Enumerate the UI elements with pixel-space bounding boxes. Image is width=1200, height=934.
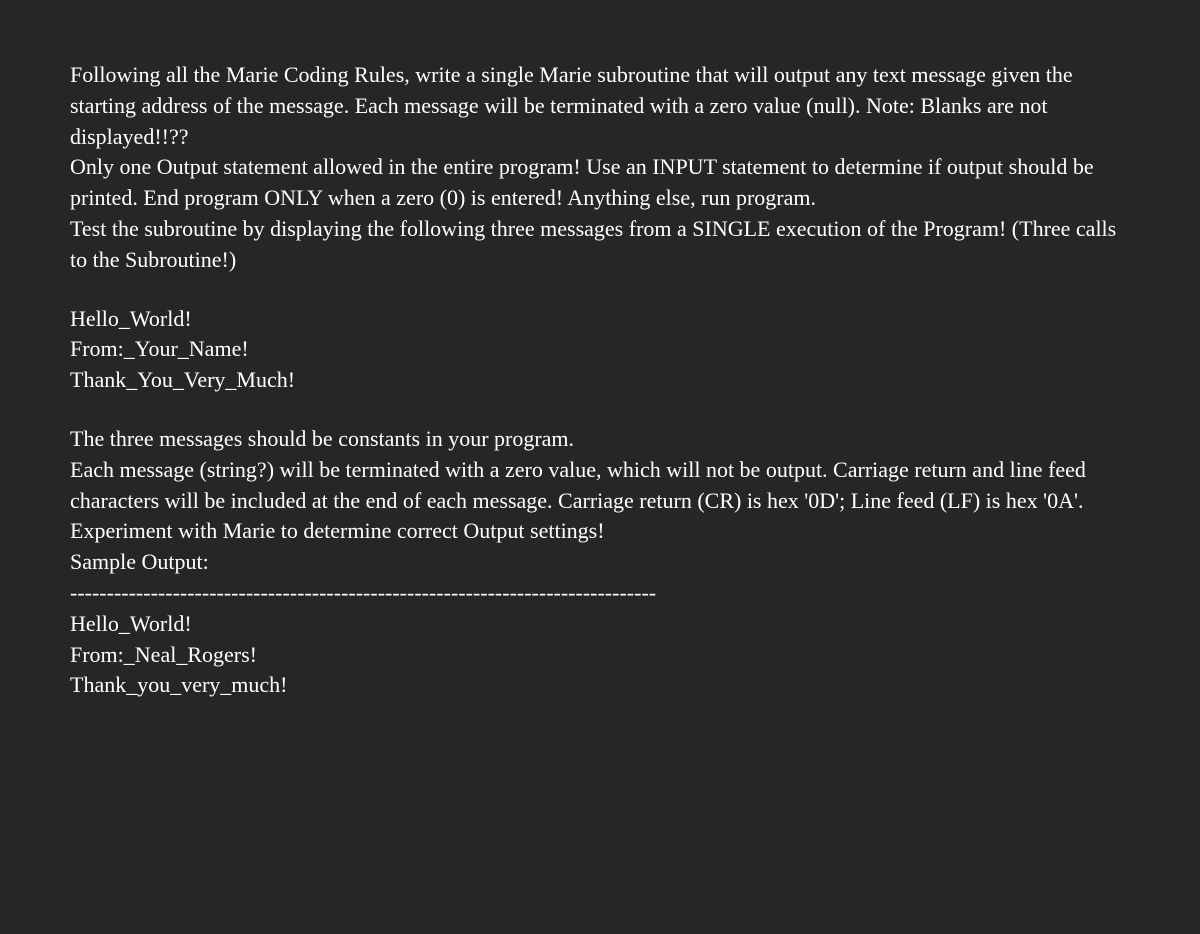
text-line: Following all the Marie Coding Rules, wr… — [70, 60, 1130, 152]
paragraph-block-3: The three messages should be constants i… — [70, 424, 1130, 701]
text-line: Hello_World! — [70, 304, 1130, 335]
text-line: Thank_You_Very_Much! — [70, 365, 1130, 396]
text-line: Each message (string?) will be terminate… — [70, 455, 1130, 547]
text-line: The three messages should be constants i… — [70, 424, 1130, 455]
text-line: Hello_World! — [70, 609, 1130, 640]
text-line: Test the subroutine by displaying the fo… — [70, 214, 1130, 276]
text-line: Sample Output: — [70, 547, 1130, 578]
separator-line: ----------------------------------------… — [70, 578, 1130, 609]
text-line: Thank_you_very_much! — [70, 670, 1130, 701]
paragraph-block-1: Following all the Marie Coding Rules, wr… — [70, 60, 1130, 276]
text-line: From:_Your_Name! — [70, 334, 1130, 365]
text-line: From:_Neal_Rogers! — [70, 640, 1130, 671]
paragraph-block-2: Hello_World! From:_Your_Name! Thank_You_… — [70, 304, 1130, 396]
text-line: Only one Output statement allowed in the… — [70, 152, 1130, 214]
